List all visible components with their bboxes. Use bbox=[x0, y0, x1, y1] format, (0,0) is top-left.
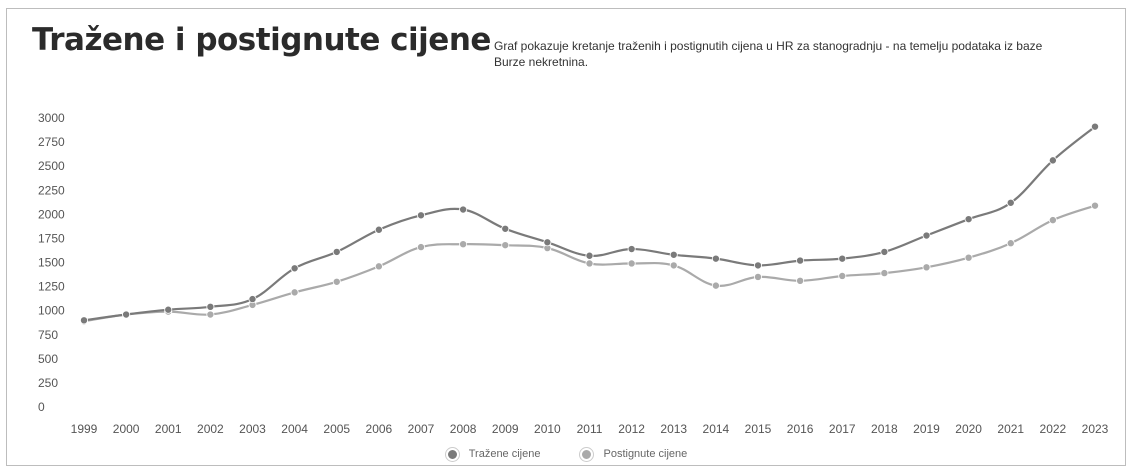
y-tick-label: 3000 bbox=[38, 111, 65, 125]
x-tick-label: 2022 bbox=[1040, 422, 1067, 436]
data-point[interactable] bbox=[922, 263, 931, 272]
data-point[interactable] bbox=[796, 256, 805, 265]
y-tick-label: 750 bbox=[38, 328, 58, 342]
x-axis: 1999 2000 2001 2002 2003 2004 2005 2006 2007 2008… bbox=[71, 422, 1109, 436]
data-point[interactable] bbox=[838, 271, 847, 280]
legend-item-trazene[interactable]: Tražene cijene bbox=[445, 447, 541, 461]
data-point[interactable] bbox=[416, 211, 425, 220]
legend-marker-postignute bbox=[580, 447, 594, 461]
x-tick-label: 2018 bbox=[871, 422, 898, 436]
x-tick-label: 2017 bbox=[829, 422, 856, 436]
chart-description: Graf pokazuje kretanje traženih i postig… bbox=[494, 39, 1043, 69]
data-point[interactable] bbox=[880, 269, 889, 278]
x-tick-label: 2009 bbox=[492, 422, 519, 436]
data-point[interactable] bbox=[1091, 122, 1100, 131]
y-tick-label: 2000 bbox=[38, 207, 65, 221]
x-tick-label: 2010 bbox=[534, 422, 561, 436]
y-tick-label: 2750 bbox=[38, 135, 65, 149]
legend-marker-trazene bbox=[445, 447, 459, 461]
data-point[interactable] bbox=[754, 261, 763, 270]
data-point[interactable] bbox=[585, 259, 594, 268]
series-points bbox=[80, 122, 1100, 326]
y-tick-label: 2250 bbox=[38, 183, 65, 197]
data-point[interactable] bbox=[374, 262, 383, 271]
y-tick-label: 1250 bbox=[38, 280, 65, 294]
data-point[interactable] bbox=[711, 254, 720, 263]
y-axis: 0 250 500 750 1000 1250 1500 1750 2000 2250 2500 27… bbox=[38, 111, 65, 414]
chart-legend: Tražene cijene Postignute cijene bbox=[0, 444, 1133, 464]
data-point[interactable] bbox=[711, 281, 720, 290]
x-tick-label: 2008 bbox=[450, 422, 477, 436]
data-point[interactable] bbox=[459, 205, 468, 214]
data-point[interactable] bbox=[501, 241, 510, 250]
data-point[interactable] bbox=[627, 245, 636, 254]
x-tick-label: 1999 bbox=[71, 422, 98, 436]
y-tick-label: 500 bbox=[38, 352, 58, 366]
x-tick-label: 2014 bbox=[703, 422, 730, 436]
series-lines bbox=[83, 125, 1096, 323]
y-tick-label: 2500 bbox=[38, 159, 65, 173]
chart-card bbox=[6, 8, 1126, 466]
data-point[interactable] bbox=[922, 231, 931, 240]
x-tick-label: 2006 bbox=[366, 422, 393, 436]
data-point[interactable] bbox=[543, 238, 552, 247]
data-point[interactable] bbox=[332, 277, 341, 286]
data-point[interactable] bbox=[248, 295, 257, 304]
data-point[interactable] bbox=[754, 272, 763, 281]
y-tick-label: 1000 bbox=[38, 304, 65, 318]
legend-label-postignute: Postignute cijene bbox=[603, 448, 688, 460]
data-point[interactable] bbox=[880, 247, 889, 256]
data-point[interactable] bbox=[1006, 198, 1015, 207]
data-point[interactable] bbox=[1048, 156, 1057, 165]
x-tick-label: 2007 bbox=[408, 422, 435, 436]
x-tick-label: 2019 bbox=[913, 422, 940, 436]
data-point[interactable] bbox=[164, 305, 173, 314]
data-point[interactable] bbox=[290, 264, 299, 273]
y-tick-label: 250 bbox=[38, 376, 58, 390]
data-point[interactable] bbox=[585, 251, 594, 260]
data-point[interactable] bbox=[80, 316, 89, 325]
data-point[interactable] bbox=[838, 254, 847, 263]
x-tick-label: 2023 bbox=[1082, 422, 1109, 436]
data-point[interactable] bbox=[964, 215, 973, 224]
page-title: Tražene i postignute cijene bbox=[32, 22, 491, 58]
data-point[interactable] bbox=[1006, 239, 1015, 248]
data-point[interactable] bbox=[669, 250, 678, 259]
x-tick-label: 2004 bbox=[281, 422, 308, 436]
data-point[interactable] bbox=[669, 261, 678, 270]
data-point[interactable] bbox=[1091, 201, 1100, 210]
legend-label-trazene: Tražene cijene bbox=[468, 448, 541, 460]
x-tick-label: 2012 bbox=[618, 422, 645, 436]
x-tick-label: 2021 bbox=[997, 422, 1024, 436]
data-point[interactable] bbox=[459, 240, 468, 249]
x-tick-label: 2013 bbox=[660, 422, 687, 436]
legend-item-postignute[interactable]: Postignute cijene bbox=[580, 447, 688, 461]
x-tick-label: 2005 bbox=[323, 422, 350, 436]
data-point[interactable] bbox=[122, 310, 131, 319]
data-point[interactable] bbox=[416, 243, 425, 252]
x-tick-label: 2016 bbox=[787, 422, 814, 436]
data-point[interactable] bbox=[1048, 216, 1057, 225]
x-tick-label: 2001 bbox=[155, 422, 182, 436]
x-tick-label: 2020 bbox=[955, 422, 982, 436]
x-tick-label: 2003 bbox=[239, 422, 266, 436]
data-point[interactable] bbox=[964, 253, 973, 262]
data-point[interactable] bbox=[290, 288, 299, 297]
data-point[interactable] bbox=[374, 225, 383, 234]
x-tick-label: 2000 bbox=[113, 422, 140, 436]
y-tick-label: 0 bbox=[38, 400, 45, 414]
data-point[interactable] bbox=[796, 276, 805, 285]
series-line bbox=[83, 125, 1096, 322]
data-point[interactable] bbox=[332, 247, 341, 256]
x-tick-label: 2002 bbox=[197, 422, 224, 436]
data-point[interactable] bbox=[206, 302, 215, 311]
data-point[interactable] bbox=[206, 310, 215, 319]
x-tick-label: 2011 bbox=[577, 422, 603, 436]
data-point[interactable] bbox=[627, 259, 636, 268]
data-point[interactable] bbox=[501, 224, 510, 233]
y-tick-label: 1750 bbox=[38, 231, 65, 245]
y-tick-label: 1500 bbox=[38, 256, 65, 270]
x-tick-label: 2015 bbox=[745, 422, 772, 436]
